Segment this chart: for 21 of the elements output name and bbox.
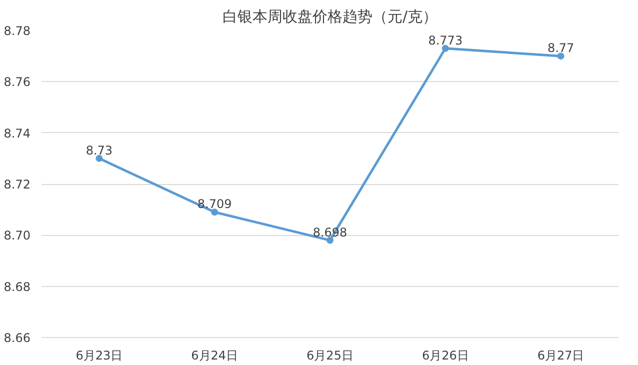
point bbox=[442, 44, 449, 52]
y-tick-label: 8.74 bbox=[4, 126, 30, 140]
x-tick-label: 6月27日 bbox=[537, 348, 584, 362]
data-label: 8.77 bbox=[547, 41, 574, 56]
y-tick-label: 8.70 bbox=[4, 228, 30, 243]
x-tick-label: 6月25日 bbox=[306, 348, 354, 362]
point bbox=[557, 52, 564, 60]
y-tick-label: 8.66 bbox=[4, 331, 30, 345]
data-label: 8.773 bbox=[428, 33, 463, 48]
point bbox=[211, 208, 218, 216]
data-label: 8.709 bbox=[197, 197, 232, 212]
point bbox=[96, 154, 103, 162]
x-tick-label: 6月23日 bbox=[76, 348, 123, 362]
y-tick-label: 8.76 bbox=[4, 75, 30, 90]
x-tick-label: 6月24日 bbox=[191, 348, 238, 362]
chart-title: 白银本周收盘价格趋势（元/克） bbox=[222, 8, 438, 26]
x-tick-label: 6月26日 bbox=[422, 348, 469, 362]
y-tick-label: 8.72 bbox=[4, 178, 30, 192]
data-label: 8.73 bbox=[86, 143, 113, 158]
y-tick-label: 8.68 bbox=[4, 280, 30, 294]
y-tick-label: 8.78 bbox=[4, 24, 30, 38]
